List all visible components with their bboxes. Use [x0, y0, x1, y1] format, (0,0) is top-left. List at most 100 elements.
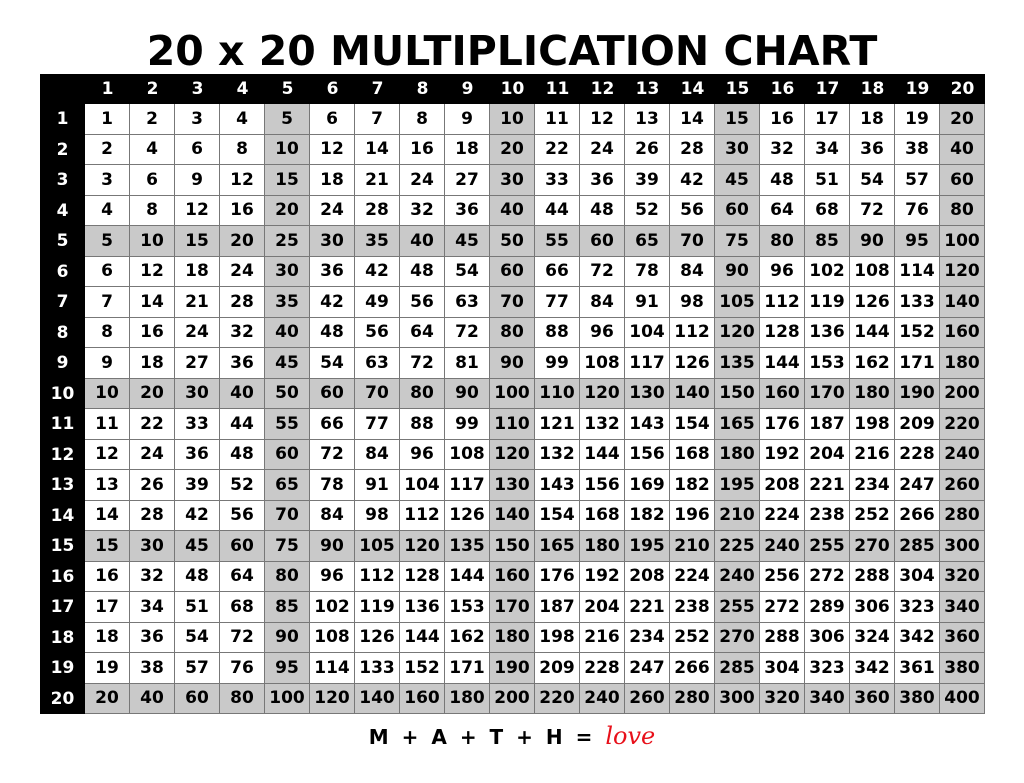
table-cell: 208: [625, 561, 670, 592]
table-cell: 209: [895, 409, 940, 440]
column-header: 9: [461, 79, 474, 99]
row-header: 1: [56, 109, 69, 130]
table-cell: 70: [265, 500, 310, 531]
table-cell: 33: [175, 409, 220, 440]
table-cell: 21: [355, 165, 400, 196]
table-cell: 32: [400, 195, 445, 226]
table-cell: 180: [445, 683, 490, 714]
table-cell: 266: [670, 653, 715, 684]
table-cell: 32: [760, 134, 805, 165]
table-cell: 247: [625, 653, 670, 684]
table-cell: 133: [895, 287, 940, 318]
table-cell: 40: [130, 683, 175, 714]
table-cell: 28: [220, 287, 265, 318]
row-header: 4: [56, 200, 69, 221]
table-cell: 240: [940, 439, 985, 470]
table-cell: 68: [220, 592, 265, 623]
table-cell: 85: [265, 592, 310, 623]
table-cell: 144: [400, 622, 445, 653]
table-cell: 72: [580, 256, 625, 287]
table-cell: 16: [85, 561, 130, 592]
table-cell: 340: [940, 592, 985, 623]
table-cell: 117: [625, 348, 670, 379]
table-cell: 52: [625, 195, 670, 226]
table-cell: 8: [130, 195, 175, 226]
table-cell: 6: [175, 134, 220, 165]
table-cell: 33: [535, 165, 580, 196]
table-cell: 216: [850, 439, 895, 470]
table-cell: 6: [310, 104, 355, 135]
table-cell: 45: [175, 531, 220, 562]
row-header: 6: [56, 261, 69, 282]
table-cell: 5: [85, 226, 130, 257]
table-cell: 95: [265, 653, 310, 684]
table-cell: 135: [715, 348, 760, 379]
table-cell: 48: [175, 561, 220, 592]
table-cell: 30: [310, 226, 355, 257]
table-cell: 114: [895, 256, 940, 287]
table-cell: 256: [760, 561, 805, 592]
table-cell: 240: [760, 531, 805, 562]
table-cell: 22: [535, 134, 580, 165]
table-cell: 198: [850, 409, 895, 440]
table-cell: 91: [355, 470, 400, 501]
table-cell: 60: [490, 256, 535, 287]
table-cell: 120: [490, 439, 535, 470]
table-cell: 36: [175, 439, 220, 470]
table-cell: 90: [490, 348, 535, 379]
table-cell: 136: [805, 317, 850, 348]
table-cell: 20: [490, 134, 535, 165]
table-cell: 112: [760, 287, 805, 318]
table-cell: 48: [760, 165, 805, 196]
column-header: 19: [905, 79, 930, 99]
row-header: 16: [50, 566, 75, 587]
table-cell: 90: [310, 531, 355, 562]
row-header: 7: [56, 292, 69, 313]
table-cell: 169: [625, 470, 670, 501]
table-cell: 54: [445, 256, 490, 287]
footer-logo: M + A + T + H = love: [0, 722, 1024, 750]
table-cell: 195: [625, 531, 670, 562]
footer-text: M + A + T + H =: [368, 725, 596, 749]
table-cell: 70: [355, 378, 400, 409]
column-header: 15: [725, 79, 750, 99]
table-cell: 255: [805, 531, 850, 562]
table-cell: 342: [850, 653, 895, 684]
table-cell: 56: [220, 500, 265, 531]
table-cell: 56: [670, 195, 715, 226]
table-cell: 51: [175, 592, 220, 623]
table-cell: 64: [220, 561, 265, 592]
table-cell: 20: [220, 226, 265, 257]
multiplication-table: 1 2 3 4 5 6 7 8 9 10 11 12 13 14 15 16 17 18 19 20 1 2 3 4 5 6 7 8 9…: [40, 74, 985, 714]
column-header: 18: [860, 79, 885, 99]
table-cell: 192: [760, 439, 805, 470]
table-cell: 55: [535, 226, 580, 257]
table-cell: 24: [310, 195, 355, 226]
table-cell: 180: [580, 531, 625, 562]
row-header: 18: [50, 627, 75, 648]
table-cell: 80: [760, 226, 805, 257]
table-cell: 100: [490, 378, 535, 409]
table-cell: 32: [130, 561, 175, 592]
table-cell: 234: [625, 622, 670, 653]
table-cell: 3: [85, 165, 130, 196]
row-header: 9: [56, 353, 69, 374]
table-cell: 96: [760, 256, 805, 287]
table-cell: 280: [940, 500, 985, 531]
table-cell: 70: [490, 287, 535, 318]
table-cell: 60: [175, 683, 220, 714]
table-cell: 210: [715, 500, 760, 531]
table-cell: 195: [715, 470, 760, 501]
table-cell: 56: [400, 287, 445, 318]
table-cell: 288: [760, 622, 805, 653]
row-header: 8: [56, 322, 69, 343]
table-cell: 180: [490, 622, 535, 653]
table-cell: 361: [895, 653, 940, 684]
table-cell: 270: [850, 531, 895, 562]
table-cell: 12: [220, 165, 265, 196]
table-cell: 140: [490, 500, 535, 531]
table-cell: 170: [805, 378, 850, 409]
row-header: 15: [50, 536, 75, 557]
row-header: 10: [50, 383, 75, 404]
table-cell: 196: [670, 500, 715, 531]
